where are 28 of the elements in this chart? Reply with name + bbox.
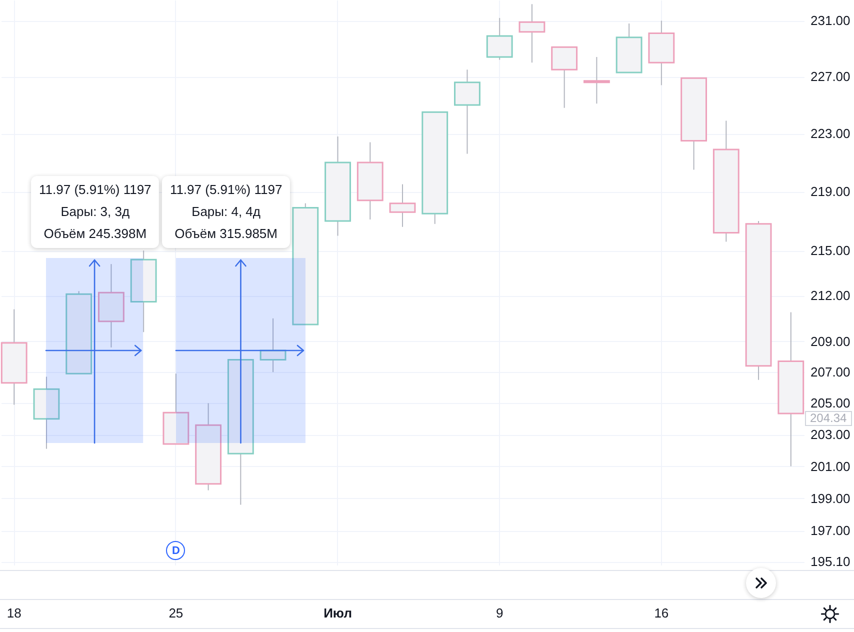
annotation: Объём 245.398M <box>42 225 148 243</box>
annotation: 11.97 (5.91%) 1197 <box>39 181 152 199</box>
y-tick-label: 205.00 <box>810 396 850 411</box>
x-tick-label: 16 <box>654 606 669 620</box>
y-tick-label: 215.00 <box>810 243 850 258</box>
y-tick-label: 219.00 <box>810 184 850 200</box>
y-tick-label: 209.00 <box>810 334 850 349</box>
annotation: Объём 315.985M <box>174 225 278 243</box>
tooltip-card: 11.97 (5.91%) 1197 Бары: 3, 3д Объём 245.398M <box>31 176 160 248</box>
x-tick-label: 18 <box>6 606 22 620</box>
y-tick-label: 197.00 <box>810 523 850 538</box>
annotation: Бары: 3, 3д <box>60 203 131 221</box>
x-tick-label: 25 <box>168 606 184 620</box>
annotation: Бары: 4, 4д <box>190 203 262 221</box>
y-tick-label: 223.00 <box>810 126 850 142</box>
text: 204.34 <box>805 411 852 426</box>
x-tick-label: Июл <box>324 606 352 620</box>
y-tick-label: 203.00 <box>810 427 850 442</box>
y-tick-label: 199.00 <box>810 490 850 506</box>
tooltip-card: 11.97 (5.91%) 1197 Бары: 4, 4д Объём 315.985M <box>162 176 290 248</box>
y-tick-label: 207.00 <box>810 364 850 380</box>
y-tick-label: 201.00 <box>810 458 850 474</box>
y-tick-label: 231.00 <box>810 13 850 28</box>
y-tick-label: 212.00 <box>810 288 850 304</box>
annotation: 11.97 (5.91%) 1197 <box>170 181 282 199</box>
x-tick-label: 9 <box>496 606 504 620</box>
y-tick-label: 227.00 <box>810 69 850 84</box>
y-tick-label: 195.10 <box>810 554 850 570</box>
